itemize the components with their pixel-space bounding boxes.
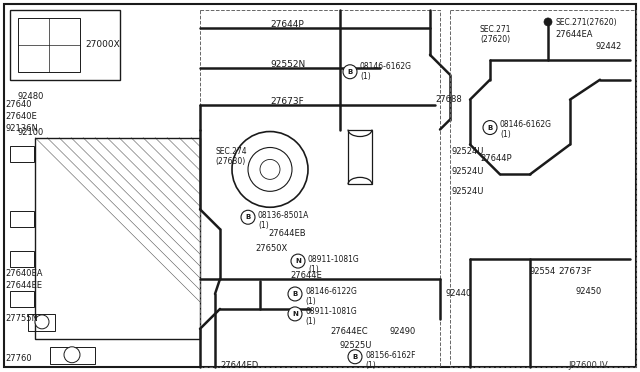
Bar — [200, 10, 440, 367]
Text: B: B — [348, 69, 353, 75]
Text: SEC.271(27620): SEC.271(27620) — [555, 18, 616, 27]
Text: 92525U: 92525U — [340, 341, 372, 350]
Text: 92552N: 92552N — [270, 60, 305, 69]
Text: (27620): (27620) — [480, 35, 510, 44]
Text: B: B — [292, 291, 298, 297]
Bar — [10, 10, 120, 80]
Text: 27673F: 27673F — [558, 267, 592, 276]
Text: 08146-6162G: 08146-6162G — [500, 119, 552, 129]
Bar — [35, 138, 200, 339]
Bar — [10, 291, 34, 307]
Text: 27000X: 27000X — [85, 40, 120, 49]
Bar — [10, 147, 34, 163]
Bar — [10, 251, 34, 267]
Text: 92480: 92480 — [18, 92, 44, 101]
Bar — [450, 10, 636, 367]
Circle shape — [232, 132, 308, 207]
Text: 92450: 92450 — [575, 287, 601, 296]
Bar — [28, 314, 55, 331]
Bar — [348, 129, 372, 185]
Text: 27644EA: 27644EA — [555, 30, 593, 39]
Text: 08146-6122G: 08146-6122G — [305, 287, 357, 296]
Circle shape — [288, 307, 302, 321]
Circle shape — [483, 121, 497, 135]
Text: (1): (1) — [500, 129, 511, 138]
Text: 08136-8501A: 08136-8501A — [258, 211, 309, 220]
Text: 27650X: 27650X — [255, 244, 287, 253]
Text: (1): (1) — [258, 221, 269, 230]
Text: 92524U: 92524U — [452, 147, 484, 157]
Text: SEC.271: SEC.271 — [480, 25, 511, 34]
Circle shape — [544, 18, 552, 26]
Circle shape — [248, 147, 292, 191]
Text: (1): (1) — [360, 72, 371, 81]
Text: 92100: 92100 — [18, 128, 44, 137]
Text: 92136N: 92136N — [5, 124, 38, 132]
Text: 27760: 27760 — [5, 354, 31, 363]
Text: 27644ED: 27644ED — [220, 361, 259, 370]
Text: (1): (1) — [308, 265, 319, 274]
Circle shape — [35, 315, 49, 329]
Text: (1): (1) — [365, 361, 376, 370]
Circle shape — [64, 347, 80, 363]
Bar — [10, 211, 34, 227]
Text: 27644P: 27644P — [480, 154, 511, 163]
Text: 92442: 92442 — [595, 42, 621, 51]
Text: N: N — [295, 258, 301, 264]
Circle shape — [241, 210, 255, 224]
Text: SEC.274: SEC.274 — [215, 147, 246, 157]
Text: 27640: 27640 — [5, 100, 31, 109]
Text: 08156-6162F: 08156-6162F — [365, 351, 415, 360]
Text: 08911-1081G: 08911-1081G — [308, 255, 360, 264]
Circle shape — [343, 65, 357, 79]
Text: B: B — [353, 354, 358, 360]
Text: B: B — [488, 125, 493, 131]
Text: 27644E: 27644E — [290, 271, 322, 280]
Text: (1): (1) — [305, 297, 316, 306]
Bar — [50, 347, 95, 364]
Text: 27644EC: 27644EC — [330, 327, 367, 336]
Text: B: B — [245, 214, 251, 220]
Text: 92554: 92554 — [530, 267, 556, 276]
Text: 27644EB: 27644EB — [268, 229, 306, 238]
Text: 08146-6162G: 08146-6162G — [360, 62, 412, 71]
Circle shape — [288, 287, 302, 301]
Text: 27644P: 27644P — [270, 20, 304, 29]
Text: 92524U: 92524U — [452, 187, 484, 196]
Text: (1): (1) — [305, 317, 316, 326]
Text: 27755N: 27755N — [5, 314, 38, 323]
Text: 92490: 92490 — [390, 327, 416, 336]
Circle shape — [291, 254, 305, 268]
Text: 08911-1081G: 08911-1081G — [305, 307, 356, 316]
Text: 27673F: 27673F — [270, 97, 304, 106]
Text: 27640E: 27640E — [5, 112, 36, 121]
Text: (27630): (27630) — [215, 157, 245, 166]
Text: 27644EE: 27644EE — [5, 281, 42, 290]
Circle shape — [260, 160, 280, 179]
Text: JP7600.IV: JP7600.IV — [568, 361, 608, 370]
Circle shape — [348, 350, 362, 364]
Text: 27640EA: 27640EA — [5, 269, 42, 278]
Text: 92524U: 92524U — [452, 167, 484, 176]
Text: 92440: 92440 — [445, 289, 471, 298]
Text: N: N — [292, 311, 298, 317]
Bar — [18, 18, 80, 72]
Text: 27688: 27688 — [435, 94, 461, 104]
